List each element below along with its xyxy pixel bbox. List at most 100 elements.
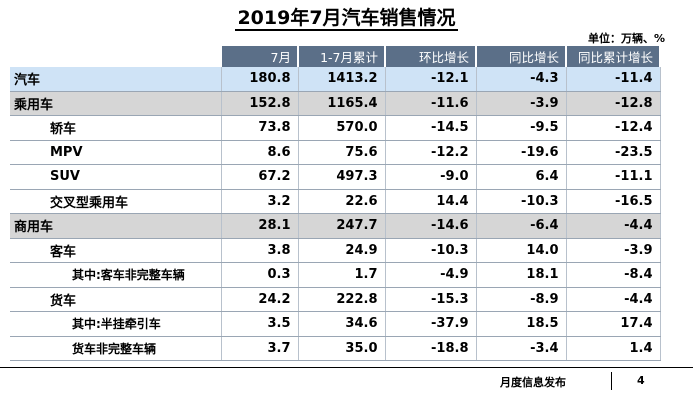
cell-yoy: -3.4 (476, 336, 567, 361)
table-row: 轿车 73.8 570.0 -14.5 -9.5 -12.4 (10, 115, 661, 141)
cell-yoy: -6.4 (476, 213, 567, 239)
cell-cumulative: 570.0 (298, 115, 386, 141)
cell-yoy: -4.3 (476, 67, 567, 92)
cell-cumulative: 247.7 (298, 213, 386, 239)
table-row: SUV 67.2 497.3 -9.0 6.4 -11.1 (10, 164, 661, 190)
table-row: 商用车 28.1 247.7 -14.6 -6.4 -4.4 (10, 213, 661, 239)
header-row: 7月 1-7月累计 环比增长 同比增长 同比累计增长 (10, 46, 661, 67)
cell-cumulative: 497.3 (298, 164, 386, 190)
cell-yoy-cumulative: -11.1 (566, 164, 661, 190)
cell-yoy: 14.0 (476, 238, 567, 263)
row-label: 商用车 (10, 213, 222, 239)
cell-month: 152.8 (221, 91, 299, 116)
table-row: 乘用车 152.8 1165.4 -11.6 -3.9 -12.8 (10, 91, 661, 116)
cell-yoy: -9.5 (476, 115, 567, 141)
row-label: 其中:半挂牵引车 (10, 311, 222, 337)
page-title: 2019年7月汽车销售情况 (0, 6, 693, 31)
cell-mom: -14.6 (385, 213, 477, 239)
cell-mom: -18.8 (385, 336, 477, 361)
cell-yoy-cumulative: -3.9 (566, 238, 661, 263)
footer-source: 月度信息发布 (500, 376, 566, 389)
cell-yoy-cumulative: -12.8 (566, 91, 661, 116)
table-row: 客车 3.8 24.9 -10.3 14.0 -3.9 (10, 238, 661, 263)
cell-yoy: -10.3 (476, 189, 567, 214)
header-blank (10, 46, 222, 67)
header-yoy: 同比增长 (476, 46, 567, 67)
table-row: 其中:半挂牵引车 3.5 34.6 -37.9 18.5 17.4 (10, 311, 661, 337)
row-label: 汽车 (10, 67, 222, 92)
cell-mom: -12.2 (385, 140, 477, 165)
cell-cumulative: 1413.2 (298, 67, 386, 92)
cell-mom: 14.4 (385, 189, 477, 214)
cell-cumulative: 222.8 (298, 287, 386, 312)
cell-month: 73.8 (221, 115, 299, 141)
cell-yoy: 6.4 (476, 164, 567, 190)
cell-mom: -37.9 (385, 311, 477, 337)
row-label: 其中:客车非完整车辆 (10, 262, 222, 288)
table-row: 货车 24.2 222.8 -15.3 -8.9 -4.4 (10, 287, 661, 312)
cell-mom: -15.3 (385, 287, 477, 312)
row-label: 轿车 (10, 115, 222, 141)
table-row: 汽车 180.8 1413.2 -12.1 -4.3 -11.4 (10, 67, 661, 92)
header-cumulative: 1-7月累计 (298, 46, 386, 67)
cell-cumulative: 34.6 (298, 311, 386, 337)
footer-separator (611, 372, 612, 390)
cell-cumulative: 75.6 (298, 140, 386, 165)
cell-month: 180.8 (221, 67, 299, 92)
cell-mom: -4.9 (385, 262, 477, 288)
cell-mom: -9.0 (385, 164, 477, 190)
cell-yoy-cumulative: -4.4 (566, 287, 661, 312)
row-label: 客车 (10, 238, 222, 263)
cell-yoy-cumulative: -8.4 (566, 262, 661, 288)
table-body: 汽车 180.8 1413.2 -12.1 -4.3 -11.4 乘用车 152… (10, 67, 661, 361)
cell-month: 3.2 (221, 189, 299, 214)
cell-yoy: -8.9 (476, 287, 567, 312)
row-label: 交叉型乘用车 (10, 189, 222, 214)
header-month: 7月 (221, 46, 299, 67)
cell-mom: -14.5 (385, 115, 477, 141)
cell-yoy-cumulative: 17.4 (566, 311, 661, 337)
row-label: 乘用车 (10, 91, 222, 116)
table-row: 其中:客车非完整车辆 0.3 1.7 -4.9 18.1 -8.4 (10, 262, 661, 288)
cell-month: 0.3 (221, 262, 299, 288)
row-label: 货车 (10, 287, 222, 312)
sales-table: 7月 1-7月累计 环比增长 同比增长 同比累计增长 汽车 180.8 1413… (10, 46, 661, 361)
cell-cumulative: 1.7 (298, 262, 386, 288)
row-label: SUV (10, 164, 222, 190)
cell-month: 24.2 (221, 287, 299, 312)
page-number: 4 (637, 374, 645, 387)
cell-month: 8.6 (221, 140, 299, 165)
table-row: 货车非完整车辆 3.7 35.0 -18.8 -3.4 1.4 (10, 336, 661, 361)
cell-month: 3.7 (221, 336, 299, 361)
cell-yoy-cumulative: -16.5 (566, 189, 661, 214)
table-header: 7月 1-7月累计 环比增长 同比增长 同比累计增长 (10, 46, 661, 67)
footer-divider (0, 367, 693, 368)
cell-cumulative: 24.9 (298, 238, 386, 263)
cell-month: 3.8 (221, 238, 299, 263)
cell-yoy-cumulative: -12.4 (566, 115, 661, 141)
cell-yoy: 18.5 (476, 311, 567, 337)
row-label: MPV (10, 140, 222, 165)
cell-mom: -12.1 (385, 67, 477, 92)
unit-label: 单位：万辆、% (587, 32, 665, 45)
title-text: 2019年7月汽车销售情况 (235, 7, 458, 31)
cell-month: 67.2 (221, 164, 299, 190)
header-mom: 环比增长 (385, 46, 477, 67)
cell-yoy-cumulative: -11.4 (566, 67, 661, 92)
cell-yoy: 18.1 (476, 262, 567, 288)
cell-yoy-cumulative: -4.4 (566, 213, 661, 239)
cell-cumulative: 35.0 (298, 336, 386, 361)
row-label: 货车非完整车辆 (10, 336, 222, 361)
cell-yoy-cumulative: 1.4 (566, 336, 661, 361)
cell-month: 28.1 (221, 213, 299, 239)
table-row: 交叉型乘用车 3.2 22.6 14.4 -10.3 -16.5 (10, 189, 661, 214)
cell-mom: -11.6 (385, 91, 477, 116)
cell-mom: -10.3 (385, 238, 477, 263)
cell-cumulative: 1165.4 (298, 91, 386, 116)
cell-month: 3.5 (221, 311, 299, 337)
cell-yoy-cumulative: -23.5 (566, 140, 661, 165)
cell-cumulative: 22.6 (298, 189, 386, 214)
cell-yoy: -3.9 (476, 91, 567, 116)
cell-yoy: -19.6 (476, 140, 567, 165)
table-row: MPV 8.6 75.6 -12.2 -19.6 -23.5 (10, 140, 661, 165)
